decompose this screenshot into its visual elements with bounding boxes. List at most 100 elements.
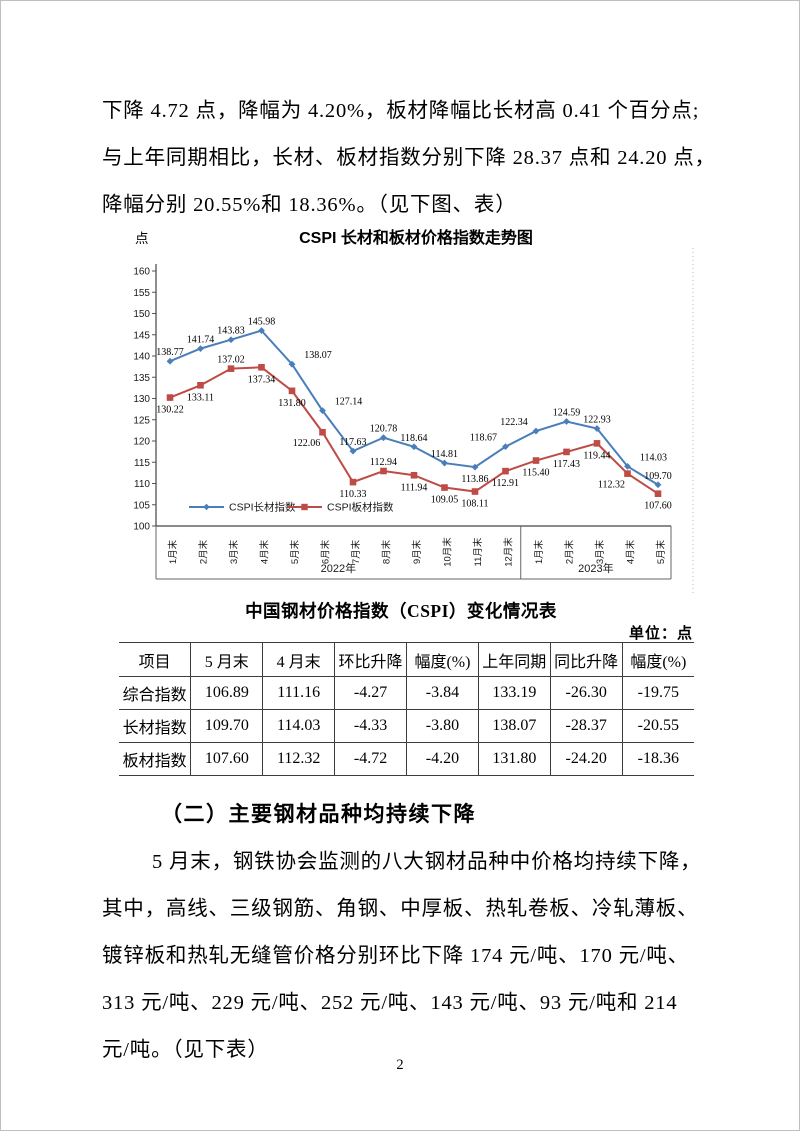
table-body: 综合指数 106.89 111.16 -4.27 -3.84 133.19 -26.30 -1…	[119, 676, 694, 776]
table-cell: -4.27	[334, 676, 407, 710]
data-point	[288, 360, 296, 368]
month-label: 3月末	[594, 539, 606, 564]
data-point	[288, 387, 296, 395]
legend-marker	[301, 503, 308, 511]
y-axis-tick-label: 160	[133, 267, 150, 278]
data-point-label: 110.33	[339, 489, 366, 500]
table-row-label: 综合指数	[119, 676, 191, 710]
table-cell: -26.30	[549, 676, 623, 710]
data-point-label: 122.93	[583, 415, 611, 426]
legend-label: CSPI长材指数	[229, 501, 296, 514]
y-axis-tick-label: 135	[133, 373, 150, 384]
data-point	[380, 467, 387, 475]
text-line: 其中，高线、三级钢筋、角钢、中厚板、热轧卷板、冷轧薄板、	[102, 898, 699, 920]
month-label: 5月末	[655, 539, 667, 564]
data-point	[197, 345, 204, 353]
data-point	[624, 470, 631, 477]
y-axis-tick-label: 145	[133, 330, 150, 341]
data-point	[593, 440, 601, 447]
data-point-label: 118.64	[400, 433, 427, 444]
data-point	[380, 434, 387, 442]
y-axis-tick-label: 150	[133, 309, 150, 320]
table-cell: -18.36	[621, 742, 694, 776]
table-header-cell: 上年同期	[477, 642, 551, 677]
y-axis-tick-label: 125	[133, 415, 150, 426]
table-unit-note: 单位：点	[628, 626, 693, 642]
data-point-label: 127.14	[335, 397, 363, 408]
y-axis-tick-label: 105	[133, 500, 150, 511]
data-point	[441, 484, 448, 491]
y-axis-unit-label: 点	[135, 231, 149, 246]
month-label: 2月末	[198, 539, 210, 564]
month-label: 3月末	[228, 539, 240, 564]
data-point	[227, 365, 235, 372]
table-cell: 131.80	[477, 742, 551, 776]
month-label: 4月末	[259, 539, 271, 564]
data-point-label: 107.60	[644, 501, 672, 512]
data-point	[166, 394, 174, 401]
section-paragraph: 5 月末，钢铁协会监测的八大钢材品种中价格均持续下降， 其中，高线、三级钢筋、角…	[102, 839, 714, 1074]
data-point-label: 108.11	[461, 499, 488, 510]
data-point	[319, 428, 326, 436]
table-row-label: 板材指数	[119, 742, 191, 776]
table-header-cell: 4 月末	[262, 642, 335, 677]
table-cell: -4.72	[334, 742, 407, 776]
data-point	[258, 364, 265, 371]
data-point-label: 141.74	[187, 335, 215, 346]
data-point-label: 114.03	[640, 452, 667, 463]
month-label: 1月末	[533, 539, 545, 564]
data-point-label: 124.59	[553, 407, 581, 418]
data-point	[624, 462, 631, 470]
table-header-cell: 幅度(%)	[621, 642, 694, 677]
data-point-label: 130.22	[156, 405, 184, 416]
data-point	[197, 381, 204, 389]
data-point-label: 119.44	[583, 450, 610, 461]
year-label: 2023年	[578, 561, 613, 575]
table-cell: -20.55	[621, 709, 694, 743]
data-point-label: 117.63	[339, 437, 366, 448]
month-label: 7月末	[350, 539, 362, 564]
page-number: 2	[396, 1057, 404, 1073]
data-point-label: 137.02	[217, 355, 245, 366]
data-point-label: 112.94	[370, 457, 397, 468]
data-point-label: 138.77	[156, 347, 184, 358]
data-point-label: 138.07	[304, 350, 332, 361]
table-header-cell: 同比升降	[549, 642, 623, 677]
data-point	[654, 490, 662, 497]
chart-region: CSPI 长材和板材价格指数走势图 点 100 105 110 115 120 125 130 1…	[121, 226, 701, 596]
table-cell: 114.03	[262, 709, 335, 743]
data-point	[410, 471, 418, 479]
data-point	[502, 443, 509, 451]
text-line: 下降 4.72 点，降幅为 4.20%，板材降幅比长材高 0.41 个百分点;	[102, 100, 700, 122]
month-label: 4月末	[625, 539, 637, 564]
legend-label: CSPI板材指数	[327, 501, 394, 514]
text-line: 降幅分别 20.55%和 18.36%。（见下图、表）	[102, 194, 517, 216]
data-point-label: 120.78	[370, 424, 398, 435]
data-point-label: 112.91	[492, 478, 519, 489]
table-header-row: 项目 5 月末 4 月末 环比升降 幅度(%) 上年同期 同比升降 幅度(%)	[119, 642, 694, 677]
text-line: 元/吨。（见下表）	[102, 1039, 269, 1061]
data-point-label: 131.80	[278, 398, 306, 409]
text-line: 5 月末，钢铁协会监测的八大钢材品种中价格均持续下降，	[152, 851, 702, 873]
table-cell: 111.16	[262, 676, 335, 710]
cspi-table: 项目 5 月末 4 月末 环比升降 幅度(%) 上年同期 同比升降 幅度(%) 综合指数 106…	[119, 642, 694, 776]
data-point-label: 114.81	[431, 449, 458, 460]
month-label: 12月末	[503, 537, 515, 567]
data-point	[471, 488, 479, 495]
month-label: 9月末	[411, 539, 423, 564]
data-point	[471, 463, 479, 471]
table-cell: 112.32	[262, 742, 335, 776]
data-point	[258, 327, 265, 334]
cspi-trend-chart: CSPI 长材和板材价格指数走势图 点 100 105 110 115 120 125 130 1…	[133, 228, 694, 593]
data-point	[654, 481, 662, 489]
legend-marker	[203, 503, 210, 511]
table-cell: 107.60	[190, 742, 263, 776]
year-label: 2022年	[321, 561, 356, 575]
data-point	[563, 418, 570, 425]
section-heading: （二）主要钢材品种均持续下降	[161, 802, 476, 826]
table-title: 中国钢材价格指数（CSPI）变化情况表	[245, 601, 557, 621]
text-line: 与上年同期相比，长材、板材指数分别下降 28.37 点和 24.20 点，	[102, 147, 716, 169]
data-point-label: 117.43	[553, 459, 580, 470]
data-point	[319, 407, 326, 415]
